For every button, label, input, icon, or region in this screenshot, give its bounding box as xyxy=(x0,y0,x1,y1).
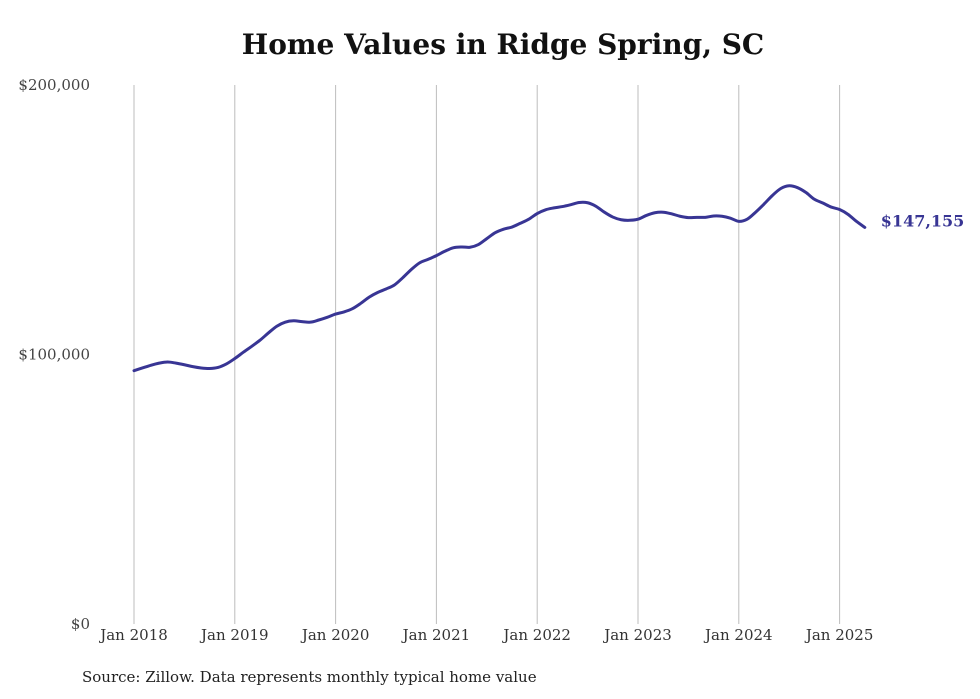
grid-lines xyxy=(133,85,841,624)
y-tick-label: $200,000 xyxy=(18,76,90,94)
series-layer xyxy=(132,184,867,373)
x-tick-label: Jan 2020 xyxy=(300,626,370,644)
y-axis-ticks: $0 $100,000 $200,000 xyxy=(18,76,90,633)
end-value-label: $147,155 xyxy=(881,211,965,230)
x-tick-label: Jan 2024 xyxy=(703,626,773,644)
x-axis-ticks: Jan 2018 Jan 2019 Jan 2020 Jan 2021 Jan 2022… xyxy=(98,626,873,644)
source-note: Source: Zillow. Data represents monthly … xyxy=(82,668,537,686)
x-tick-label: Jan 2019 xyxy=(199,626,269,644)
x-tick-label: Jan 2022 xyxy=(501,626,571,644)
x-tick-label: Jan 2025 xyxy=(804,626,874,644)
x-tick-label: Jan 2023 xyxy=(602,626,672,644)
home-value-line xyxy=(132,184,867,373)
y-tick-label: $0 xyxy=(71,615,90,633)
x-tick-label: Jan 2021 xyxy=(401,626,471,644)
end-label-layer: $147,155 xyxy=(881,211,965,230)
x-tick-label: Jan 2018 xyxy=(98,626,168,644)
chart-title: Home Values in Ridge Spring, SC xyxy=(241,28,765,61)
y-tick-label: $100,000 xyxy=(18,346,90,364)
